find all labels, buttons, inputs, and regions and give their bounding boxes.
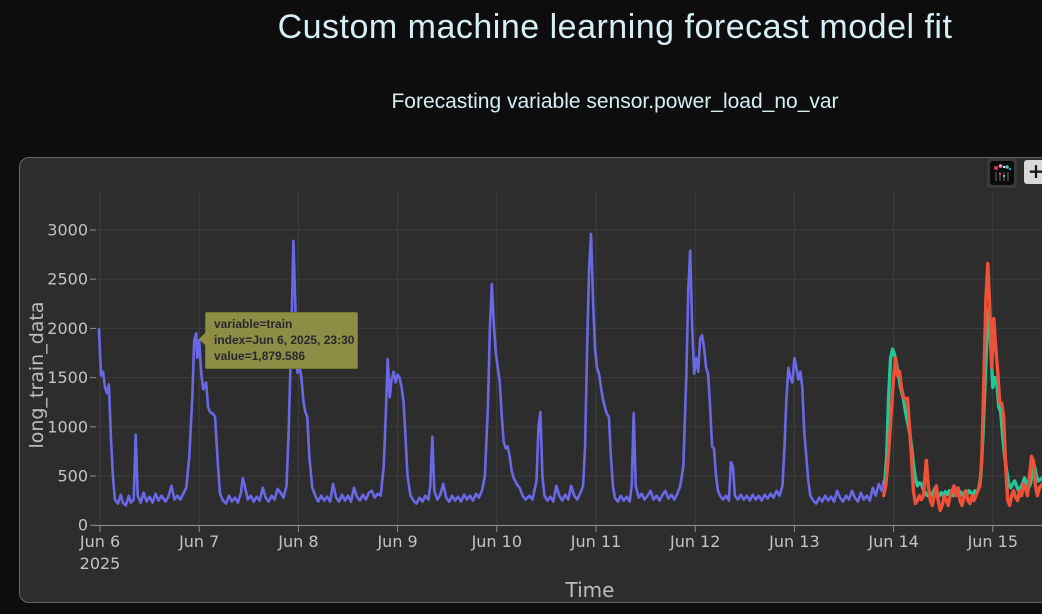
svg-text:Jun 15: Jun 15 xyxy=(967,532,1018,551)
svg-text:1500: 1500 xyxy=(47,368,88,387)
svg-text:Jun 11: Jun 11 xyxy=(570,532,621,551)
chart-card xyxy=(19,157,1042,603)
zoom-in-button[interactable]: + xyxy=(1024,160,1042,184)
svg-text:2500: 2500 xyxy=(47,270,88,289)
svg-text:1000: 1000 xyxy=(47,417,88,436)
svg-text:Jun 8: Jun 8 xyxy=(277,532,318,551)
actual-line xyxy=(882,261,1042,513)
page-subtitle: Forecasting variable sensor.power_load_n… xyxy=(391,90,839,113)
svg-text:Jun 9: Jun 9 xyxy=(376,532,417,551)
svg-text:Jun 7: Jun 7 xyxy=(178,532,219,551)
x-axis-label: Time xyxy=(565,578,615,602)
plus-icon: + xyxy=(1027,159,1042,183)
train-line xyxy=(97,232,886,507)
bokeh-logo-icon xyxy=(990,161,1014,185)
tooltip-line-index: index=Jun 6, 2025, 23:30 xyxy=(214,333,355,347)
svg-text:500: 500 xyxy=(57,467,88,486)
svg-text:0: 0 xyxy=(78,516,88,535)
tooltip-line-value: value=1,879.586 xyxy=(214,349,306,363)
y-axis-label: long_train_data xyxy=(26,301,48,449)
svg-text:2025: 2025 xyxy=(80,554,121,573)
svg-text:Jun 10: Jun 10 xyxy=(471,532,522,551)
svg-text:3000: 3000 xyxy=(47,221,88,240)
hover-tooltip: variable=train index=Jun 6, 2025, 23:30 … xyxy=(199,312,358,369)
page-title: Custom machine learning forecast model f… xyxy=(277,8,953,46)
y-axis: 0 500 1000 1500 2000 2500 3000 xyxy=(47,221,96,535)
svg-text:Jun 6: Jun 6 xyxy=(79,532,120,551)
bokeh-logo-button[interactable] xyxy=(987,158,1017,188)
x-axis: Jun 6 Jun 7 Jun 8 Jun 9 Jun 10 Jun 11 Jun 12 Ju… xyxy=(79,525,1042,573)
svg-text:Jun 13: Jun 13 xyxy=(768,532,819,551)
svg-text:Jun 14: Jun 14 xyxy=(867,532,918,551)
svg-text:Jun 12: Jun 12 xyxy=(669,532,720,551)
svg-text:2000: 2000 xyxy=(47,319,88,338)
tooltip-line-variable: variable=train xyxy=(214,317,293,331)
tooltip-arrow xyxy=(199,332,206,346)
